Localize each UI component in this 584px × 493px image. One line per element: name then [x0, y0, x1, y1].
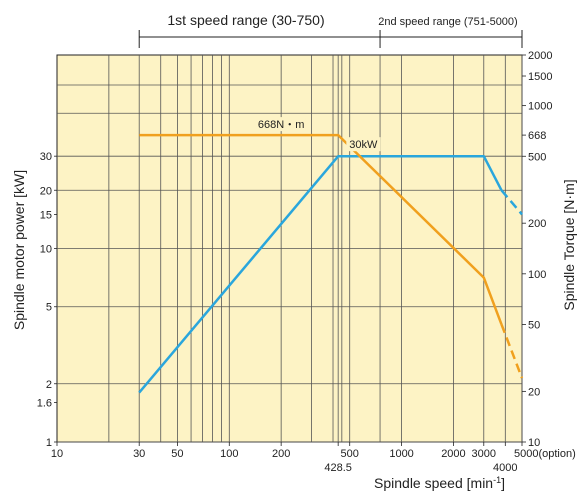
torque-tick-label: 500	[528, 151, 546, 163]
x-tick-label: 10	[51, 448, 63, 460]
x-tick-label: 5000(option)	[514, 448, 576, 460]
speed-range-indicator: 1st speed range (30-750) 2nd speed range…	[138, 12, 523, 48]
power-tick-label: 2	[46, 379, 52, 391]
x-tick-label: 3000	[472, 448, 496, 460]
power-tick-label: 10	[40, 244, 52, 256]
torque-tick-label: 668	[528, 130, 546, 142]
torque-tick-labels: 10 20 50 100 200 500 668 1000 1500 2000	[522, 50, 552, 449]
x-tick-label: 428.5	[324, 462, 352, 474]
annotation-label: 668N・m	[258, 119, 304, 131]
annotations: 668N・m 30kW	[257, 117, 381, 152]
x-tick-label: 4000	[493, 462, 517, 474]
x-tick-label: 100	[220, 448, 238, 460]
series-line	[500, 323, 524, 379]
x-tick-label: 1000	[389, 448, 413, 460]
power-tick-label: 30	[40, 151, 52, 163]
power-tick-label: 20	[40, 185, 52, 197]
power-tick-label: 15	[40, 209, 52, 221]
grid-lines	[57, 55, 523, 443]
series-line	[139, 133, 503, 325]
x-tick-label: 200	[272, 448, 290, 460]
right-axis-label: Spindle Torque [N·m]	[561, 179, 577, 310]
x-tick-label: 50	[171, 448, 183, 460]
series-line	[138, 154, 503, 394]
annotation-backdrop	[257, 117, 306, 132]
series-line	[500, 189, 523, 216]
torque-tick-label: 1500	[528, 71, 552, 83]
torque-tick-label: 1000	[528, 101, 552, 113]
torque-tick-label: 200	[528, 218, 546, 230]
torque-tick-label: 50	[528, 319, 540, 331]
power-tick-label: 1	[46, 437, 52, 449]
torque-tick-label: 100	[528, 269, 546, 281]
x-axis-label: Spindle speed [min-1]	[374, 475, 505, 491]
x-tick-label: 30	[133, 448, 145, 460]
torque-tick-label: 2000	[528, 50, 552, 62]
power-tick-label: 1.6	[37, 398, 52, 410]
second-range-label: 2nd speed range (751-5000)	[378, 16, 517, 28]
first-range-label: 1st speed range (30-750)	[167, 12, 324, 28]
torque-tick-label: 10	[528, 437, 540, 449]
left-axis-label: Spindle motor power [kW]	[11, 170, 27, 330]
power-tick-label: 5	[46, 302, 52, 314]
torque-tick-label: 20	[528, 386, 540, 398]
annotation-backdrop	[346, 137, 381, 152]
series-lines	[138, 133, 524, 394]
x-tick-label: 500	[341, 448, 359, 460]
power-tick-labels: 1 1.6 2 5 10 15 20 30	[37, 151, 57, 449]
annotation-label: 30kW	[349, 139, 378, 151]
x-tick-label: 2000	[441, 448, 465, 460]
x-tick-labels: 10 30 50 100 200 428.5 500 1000 2000 3000 4000 5000…	[51, 442, 576, 474]
